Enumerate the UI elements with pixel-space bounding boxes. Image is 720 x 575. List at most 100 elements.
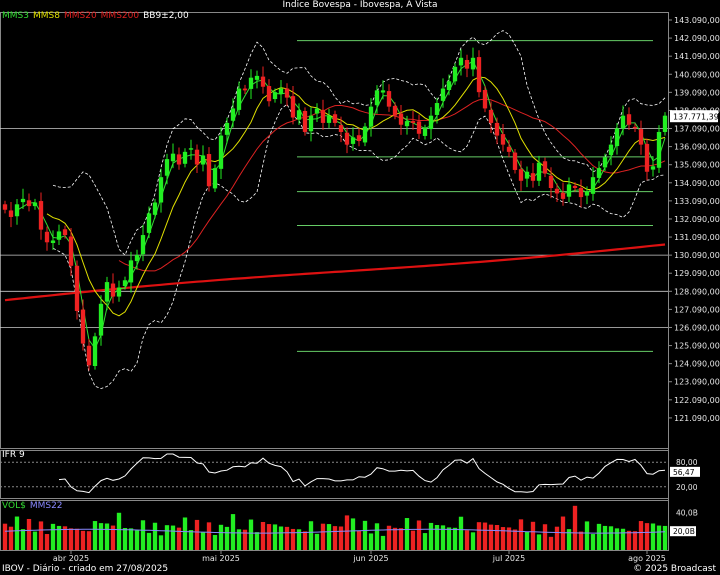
volume-bar xyxy=(548,536,554,550)
candle-body xyxy=(428,115,434,130)
volume-bar xyxy=(134,530,140,550)
volume-bar xyxy=(578,531,584,550)
volume-bar xyxy=(350,518,356,550)
volume-bar xyxy=(380,535,386,550)
volume-bar xyxy=(632,531,638,550)
candle-body xyxy=(212,168,218,189)
price-tick-label: 130.090,00 xyxy=(674,251,720,260)
price-tick-label: 131.090,00 xyxy=(674,233,720,242)
volume-bar xyxy=(80,530,86,550)
candle-body xyxy=(488,109,494,123)
volume-bar xyxy=(320,523,326,550)
volume-bar xyxy=(608,526,614,550)
volume-bar xyxy=(122,528,128,550)
volume-bar xyxy=(638,521,644,550)
volume-bar xyxy=(476,522,482,550)
volume-bar xyxy=(164,525,170,550)
candle-body xyxy=(146,213,152,233)
volume-bar xyxy=(650,523,656,550)
volume-bar xyxy=(446,527,452,550)
volume-bar xyxy=(68,528,74,550)
candle-body xyxy=(512,152,518,170)
candle-body xyxy=(254,75,260,80)
volume-bar xyxy=(308,521,314,550)
candle-body xyxy=(620,115,626,129)
footer: IBOV - Diário - criado em 27/08/2025 © 2… xyxy=(0,563,720,575)
candle-body xyxy=(572,185,578,189)
candle-body xyxy=(218,135,224,169)
candle-body xyxy=(404,121,410,127)
volume-bar xyxy=(656,525,662,550)
candle-body xyxy=(104,282,110,302)
candle-body xyxy=(452,66,458,82)
legend-bb: BB9±2,00 xyxy=(143,11,189,21)
candle-body xyxy=(314,108,320,114)
price-tick-label: 143.090,00 xyxy=(674,16,720,25)
price-tick-label: 125.090,00 xyxy=(674,342,720,351)
volume-bar xyxy=(62,526,68,550)
volume-bar xyxy=(530,521,536,550)
candle-body xyxy=(530,173,536,181)
candle-body xyxy=(194,149,200,165)
candle-body xyxy=(278,88,284,94)
volume-bar xyxy=(326,524,332,550)
candle-body xyxy=(290,96,296,118)
candle-body xyxy=(302,110,308,132)
mms3-line xyxy=(16,60,666,350)
candle-body xyxy=(656,131,662,168)
volume-bar xyxy=(290,528,296,550)
volume-bar xyxy=(338,526,344,550)
volume-bar xyxy=(482,522,488,550)
volume-bar xyxy=(332,526,338,550)
candle-body xyxy=(242,88,248,91)
volume-bar xyxy=(176,527,182,550)
volume-bar xyxy=(458,516,464,550)
volume-bar xyxy=(566,529,572,550)
price-tick-label: 128.090,00 xyxy=(674,287,720,296)
volume-bar xyxy=(272,524,278,550)
candle-body xyxy=(272,92,278,100)
volume-bar xyxy=(440,525,446,550)
rsi-panel: 80,00 20,00 56,47 xyxy=(0,453,700,494)
candle-body xyxy=(206,154,212,187)
price-tick-label: 134.090,00 xyxy=(674,179,720,188)
price-tick-label: 123.090,00 xyxy=(674,378,720,387)
candle-body xyxy=(644,143,650,172)
price-tick-label: 122.090,00 xyxy=(674,396,720,405)
candle-body xyxy=(74,265,80,312)
volume-bar xyxy=(500,527,506,550)
price-axis: 143.090,00 142.090,00 141.090,00 140.090,00… xyxy=(668,16,720,423)
volume-bar xyxy=(170,525,176,550)
candle-body xyxy=(98,303,104,336)
candle-body xyxy=(500,134,506,145)
candle-body xyxy=(248,77,254,89)
mms200-line xyxy=(4,243,666,302)
volume-bar xyxy=(398,528,404,550)
rsi-label: IFR 9 xyxy=(2,450,25,460)
volume-bar xyxy=(362,520,368,550)
candle-body xyxy=(416,121,422,134)
candle-body xyxy=(140,235,146,255)
volume-bar xyxy=(140,520,146,550)
legend-mms3: MMS3 xyxy=(2,11,29,21)
volume-bar xyxy=(428,522,434,550)
candle-body xyxy=(80,309,86,344)
vol-tick-40: 40,0B xyxy=(676,508,698,517)
time-tick-label: ago 2025 xyxy=(628,554,666,563)
candle-body xyxy=(560,192,566,199)
volume-bar xyxy=(536,534,542,550)
candle-body xyxy=(542,161,548,174)
volume-bar xyxy=(620,528,626,550)
volume-bar xyxy=(128,528,134,550)
candle-body xyxy=(518,169,524,181)
volume-bar xyxy=(86,531,92,550)
candle-body xyxy=(14,204,20,217)
candle-body xyxy=(590,177,596,194)
candle-body xyxy=(662,115,668,132)
candle-body xyxy=(20,198,26,203)
volume-bar xyxy=(254,532,260,550)
candle-body xyxy=(392,105,398,116)
volume-bar xyxy=(494,524,500,550)
candle-body xyxy=(260,76,266,87)
candle-body xyxy=(434,103,440,115)
